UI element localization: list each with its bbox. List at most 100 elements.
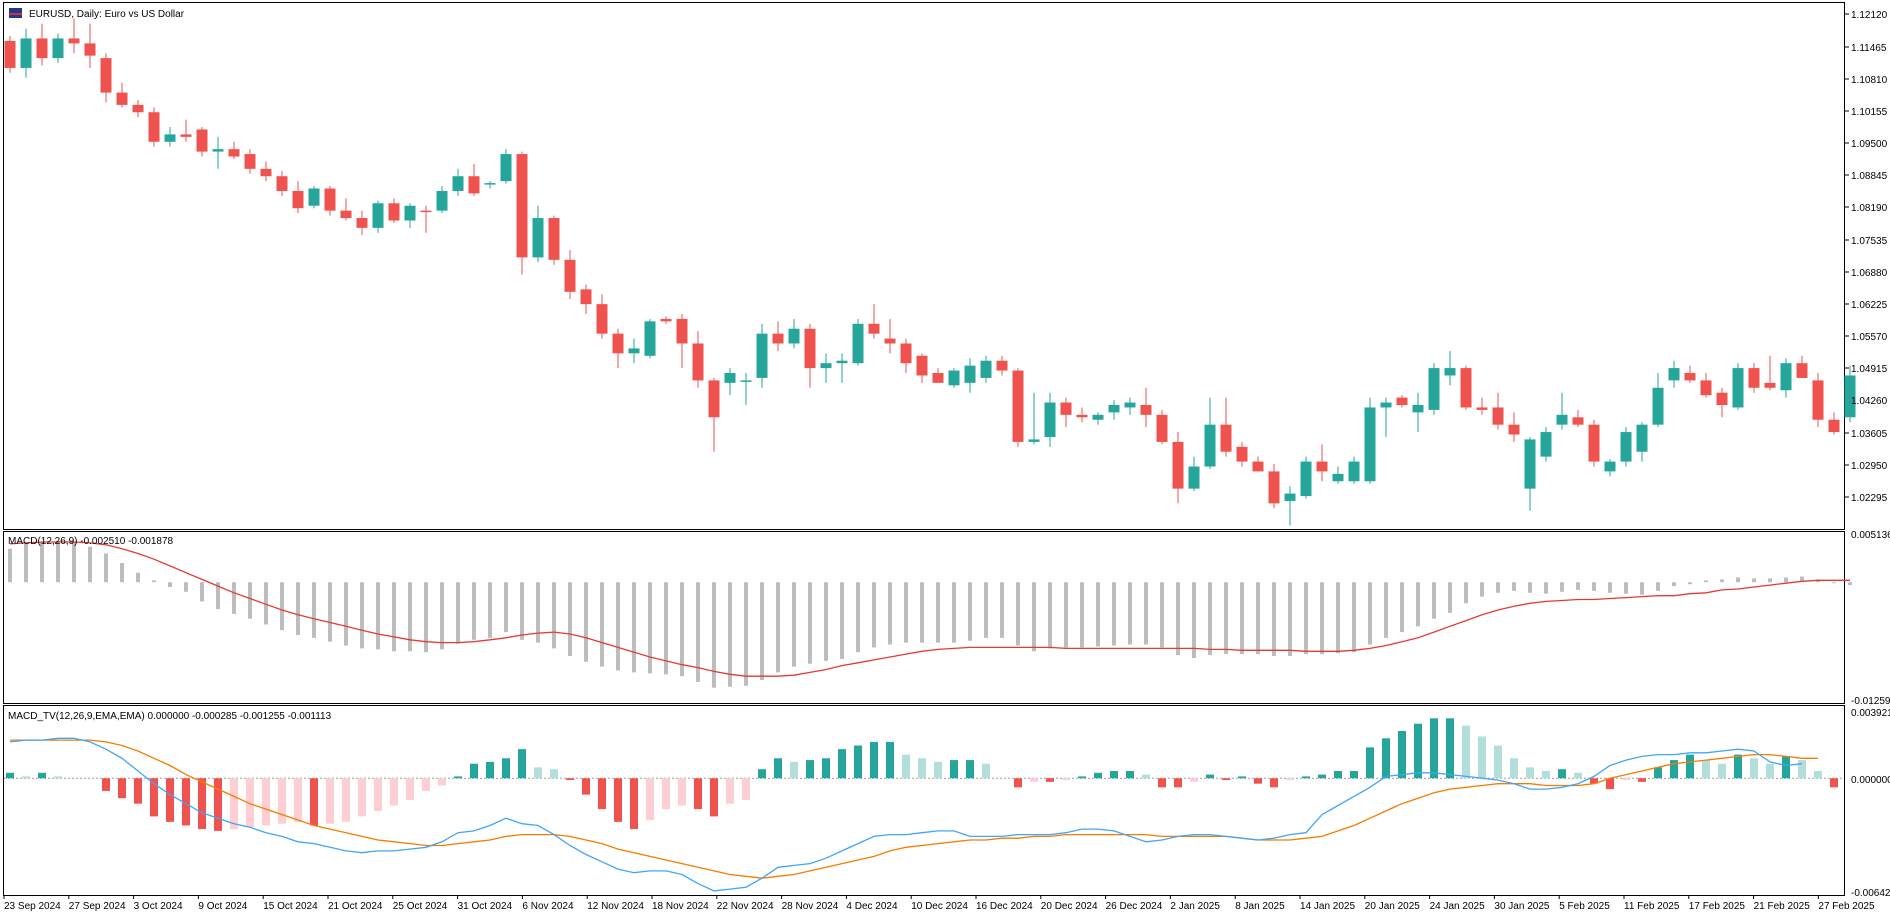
macdtv-bar — [454, 776, 462, 779]
macdtv-bar — [166, 778, 174, 822]
price-label: 1.03605 — [1851, 429, 1888, 440]
date-label: 16 Dec 2024 — [976, 901, 1033, 912]
macdtv-bar — [710, 778, 718, 817]
candle-body — [1188, 466, 1200, 489]
candle-body — [996, 360, 1008, 371]
candle-body — [1044, 402, 1056, 437]
macd-pane[interactable] — [3, 531, 1845, 704]
macd-bar — [216, 582, 220, 610]
macdtv-bar — [550, 769, 558, 779]
macd-bar — [232, 582, 236, 614]
macd-bar — [1288, 582, 1292, 657]
macd-bar — [1592, 582, 1596, 591]
candle-body — [708, 380, 720, 418]
macdtv-bar — [1126, 770, 1134, 779]
macdtv-bar — [662, 778, 670, 810]
macdtv-bar — [54, 776, 62, 779]
candle-body — [1156, 414, 1168, 442]
candle-body — [20, 38, 32, 68]
macd-bar — [1528, 582, 1532, 593]
macdtv-bar — [790, 761, 798, 779]
macdtv-bar — [870, 741, 878, 779]
macdtv-bar — [1798, 760, 1806, 779]
macdtv-bar — [1254, 778, 1262, 784]
macdtv-macd-path — [9, 737, 1803, 892]
candle-body — [756, 333, 768, 378]
candle-body — [1428, 368, 1440, 410]
macd-bar — [1368, 582, 1372, 645]
macd-bar — [936, 582, 940, 643]
macd-bar — [792, 582, 796, 667]
candle-body — [1204, 424, 1216, 467]
macdtv-bar — [1238, 776, 1246, 779]
candle-body — [948, 370, 960, 386]
macdtv-bar — [1494, 745, 1502, 779]
macdtv-bar — [102, 778, 110, 791]
macd-bar — [1128, 582, 1132, 645]
macd-bar — [344, 582, 348, 646]
macd-bar — [472, 582, 476, 640]
macd-bar — [1512, 582, 1516, 591]
macdtv-bar — [630, 778, 638, 830]
macd-bar — [184, 582, 188, 592]
macd-bar — [1096, 582, 1100, 647]
price-label: 1.05570 — [1851, 332, 1888, 343]
candle-body — [644, 321, 656, 356]
price-label: 1.12120 — [1851, 10, 1888, 21]
candle-body — [1748, 368, 1760, 388]
candle-body — [1540, 432, 1552, 457]
macdtv-bar — [310, 778, 318, 826]
candle-body — [916, 355, 928, 376]
macdtv-bar — [934, 761, 942, 779]
date-axis: 23 Sep 2024 27 Sep 2024 3 Oct 2024 9 Oct 20… — [3, 895, 1875, 912]
eu-flag-icon — [9, 8, 22, 18]
macdtv-pane[interactable] — [3, 705, 1845, 896]
candle-body — [1236, 446, 1248, 462]
candle-body — [68, 38, 80, 44]
macd-bar — [744, 582, 748, 686]
macd-bar — [1080, 582, 1084, 648]
candle-body — [1268, 471, 1280, 504]
macdtv-bar — [598, 778, 606, 810]
candle-body — [180, 134, 192, 137]
price-pane[interactable] — [3, 2, 1845, 530]
macdtv-bar — [1782, 756, 1790, 779]
macd-axis-label: 0.005136 — [1851, 530, 1890, 541]
date-label: 6 Nov 2024 — [522, 901, 574, 912]
macdtv-bar — [326, 778, 334, 824]
macdtv-bar — [1286, 778, 1294, 781]
candle-body — [1444, 368, 1456, 376]
macd-bar — [968, 582, 972, 641]
macd-bar — [280, 582, 284, 631]
candle-body — [52, 38, 64, 59]
candle-body — [1028, 439, 1040, 442]
candle-body — [516, 154, 528, 258]
macdtv-bar — [1270, 778, 1278, 788]
macdtv-bar — [422, 778, 430, 791]
macdtv-bar — [1670, 760, 1678, 779]
date-label: 30 Jan 2025 — [1494, 901, 1549, 912]
macdtv-bar — [198, 778, 206, 830]
candle-body — [772, 333, 784, 344]
macd-bar — [680, 582, 684, 677]
macd-bar — [440, 582, 444, 650]
macdtv-bar — [1574, 772, 1582, 779]
candle-body — [1668, 368, 1680, 381]
candle-body — [84, 43, 96, 56]
date-label: 11 Feb 2025 — [1624, 901, 1680, 912]
macdtv-bar — [1718, 763, 1726, 779]
macdtv-bar — [342, 778, 350, 822]
macdtv-bar — [1414, 723, 1422, 779]
price-label: 1.04260 — [1851, 396, 1888, 407]
macd-bar — [1240, 582, 1244, 655]
candle-body — [612, 333, 624, 354]
macdtv-bar — [182, 778, 190, 826]
macd-bar — [1016, 582, 1020, 646]
macd-bar — [1768, 578, 1772, 583]
macd-bar — [56, 541, 60, 583]
macdtv-bar — [118, 778, 126, 799]
macdtv-bar — [1014, 778, 1022, 788]
date-label: 21 Feb 2025 — [1754, 901, 1811, 912]
date-label: 22 Nov 2024 — [717, 901, 774, 912]
